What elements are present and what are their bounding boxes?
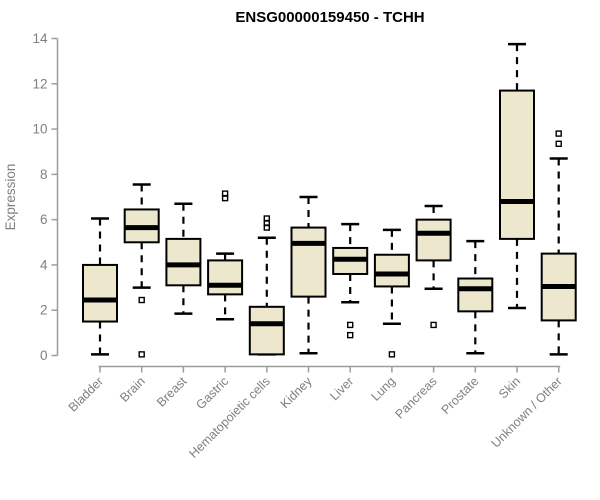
y-tick-label: 14 bbox=[32, 31, 48, 46]
iqr-box bbox=[415, 218, 452, 262]
iqr-box bbox=[207, 259, 244, 296]
x-tick-label-breast: Breast bbox=[154, 374, 190, 410]
box-pancreas bbox=[415, 204, 452, 329]
outlier-point bbox=[430, 321, 437, 329]
outlier-point bbox=[388, 351, 396, 358]
x-tick-label-bladder: Bladder bbox=[66, 374, 106, 414]
outlier-point bbox=[263, 215, 270, 222]
y-tick-label: 8 bbox=[40, 167, 48, 182]
x-tick-label-unknown-other: Unknown / Other bbox=[489, 374, 565, 450]
x-tick-label-kidney: Kidney bbox=[278, 374, 315, 411]
iqr-box bbox=[457, 277, 494, 313]
x-tick-label-gastric: Gastric bbox=[193, 374, 231, 412]
y-axis-title: Expression bbox=[3, 164, 18, 231]
box-unknown-other bbox=[540, 130, 577, 356]
x-tick-label-liver: Liver bbox=[327, 374, 356, 403]
box-prostate bbox=[457, 239, 494, 355]
y-tick-label: 6 bbox=[40, 212, 48, 227]
box-skin bbox=[499, 42, 535, 310]
outlier-point bbox=[221, 190, 229, 197]
box-gastric bbox=[207, 190, 244, 321]
box-brain bbox=[123, 183, 160, 358]
y-tick-label: 10 bbox=[32, 122, 47, 137]
iqr-box bbox=[165, 237, 202, 287]
chart-title: ENSG00000159450 - TCHH bbox=[235, 9, 424, 26]
y-tick-label: 4 bbox=[40, 257, 48, 272]
y-tick-label: 2 bbox=[40, 303, 48, 318]
x-tick-label-prostate: Prostate bbox=[439, 374, 482, 417]
box-kidney bbox=[290, 195, 327, 355]
outlier-point bbox=[555, 140, 562, 147]
outlier-point bbox=[138, 296, 145, 304]
box-breast bbox=[165, 202, 202, 315]
box-lung bbox=[373, 228, 410, 358]
iqr-box bbox=[499, 89, 535, 240]
x-tick-label-lung: Lung bbox=[368, 374, 398, 404]
x-tick-label-pancreas: Pancreas bbox=[392, 374, 439, 421]
box-liver bbox=[332, 222, 369, 339]
iqr-box bbox=[82, 263, 118, 323]
iqr-box bbox=[290, 226, 327, 298]
box-hematopoietic-cells bbox=[248, 215, 285, 356]
x-tick-label-hematopoietic-cells: Hematopoietic cells bbox=[186, 374, 273, 461]
y-tick-label: 0 bbox=[40, 348, 48, 363]
outlier-point bbox=[138, 351, 145, 358]
outlier-point bbox=[555, 130, 562, 137]
x-tick-label-skin: Skin bbox=[496, 374, 523, 401]
x-tick-label-brain: Brain bbox=[117, 374, 148, 405]
outlier-point bbox=[347, 331, 354, 339]
y-tick-label: 12 bbox=[32, 76, 47, 91]
iqr-box bbox=[248, 305, 285, 356]
box-bladder bbox=[82, 217, 118, 356]
plot-area: 0 2 4 6 8 10 12 14 Bladder Brain Breast GastricHema… bbox=[32, 31, 577, 461]
iqr-box bbox=[373, 253, 410, 288]
outlier-point bbox=[347, 321, 354, 329]
